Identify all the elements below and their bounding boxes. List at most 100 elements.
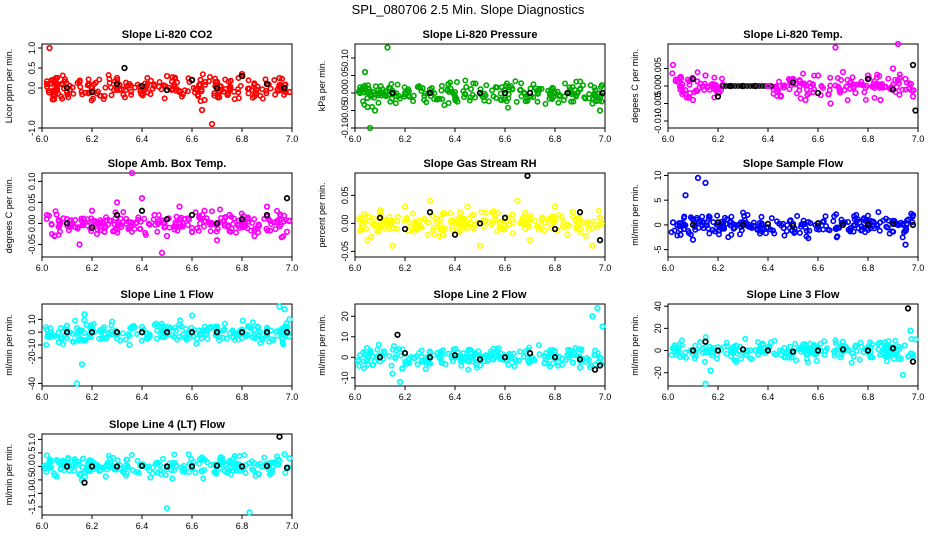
data-point [426, 209, 434, 216]
data-point [63, 329, 71, 336]
cloud-point [417, 84, 424, 91]
panel-1: Slope Li-820 CO2 6.0 6.2 6.4 6.6 6.8 7.0 -1.0 0.… [4, 29, 298, 144]
cloud-point [427, 93, 434, 100]
data-point [832, 44, 839, 51]
cloud-point [158, 324, 165, 331]
data-point [188, 211, 196, 219]
cloud-point [221, 320, 228, 327]
cloud-point [779, 220, 786, 227]
cloud-point [248, 458, 255, 465]
data-point [669, 61, 677, 69]
y-axis-label: ml/min per min. [4, 444, 14, 506]
data-point [476, 220, 484, 227]
cloud-point [579, 220, 586, 227]
data-point [63, 84, 71, 92]
cloud-point [833, 224, 840, 231]
data-point [101, 92, 108, 100]
cloud-point [262, 87, 269, 94]
cloud-point [361, 210, 368, 217]
cloud-point [230, 215, 237, 222]
cloud-point [43, 78, 50, 85]
cloud-point [178, 93, 185, 100]
data-point [188, 312, 196, 319]
data-point [51, 76, 58, 84]
x-tick-label: 6.4 [136, 263, 149, 273]
data-point [689, 236, 697, 243]
x-tick-label: 6.4 [449, 392, 462, 402]
cloud-point [682, 349, 689, 356]
cloud-point [141, 215, 148, 222]
cloud-point [202, 218, 209, 225]
y-tick-label: 10 [653, 170, 663, 180]
x-tick-label: 7.0 [599, 263, 612, 273]
data-point [263, 80, 271, 88]
cloud-point [545, 361, 552, 368]
cloud-point [472, 94, 479, 101]
cloud-point [770, 227, 777, 234]
x-tick-label: 6.0 [36, 134, 49, 144]
data-point [789, 350, 797, 358]
series-primary [669, 327, 919, 387]
cloud-point [275, 83, 282, 90]
data-point [401, 203, 409, 210]
data-point [163, 329, 171, 336]
cloud-point [437, 215, 444, 222]
x-tick-label: 6.2 [86, 134, 99, 144]
cloud-point [53, 211, 60, 218]
y-tick-label: -0.05 [340, 100, 350, 121]
cloud-point [59, 72, 66, 79]
x-tick-label: 7.0 [286, 134, 299, 144]
cloud-point [418, 87, 425, 94]
data-point [88, 207, 96, 214]
cloud-point [156, 78, 163, 85]
cloud-point [490, 93, 497, 100]
cloud-point [243, 333, 250, 340]
y-tick-label: -0.005 [653, 91, 663, 117]
data-point [464, 203, 471, 210]
cloud-point [786, 86, 793, 93]
data-point [379, 86, 386, 93]
cloud-point [134, 457, 141, 464]
data-point [76, 471, 83, 478]
cloud-point [85, 334, 92, 341]
cloud-point [508, 215, 515, 222]
cloud-point [172, 223, 179, 230]
x-tick-label: 6.4 [449, 134, 462, 144]
cloud-point [770, 86, 777, 93]
y-axis-label: ml/min per min. [317, 314, 327, 376]
cloud-point [512, 78, 519, 85]
cloud-point [208, 220, 215, 227]
x-tick-label: 6.0 [349, 392, 362, 402]
cloud-point [695, 218, 702, 225]
cloud-point [902, 227, 909, 234]
data-point [138, 82, 146, 90]
cloud-point [591, 351, 598, 358]
cloud-point [203, 326, 210, 333]
series-reference [376, 331, 604, 373]
data-point [176, 88, 183, 96]
cloud-point [779, 348, 786, 355]
cloud-point [488, 356, 495, 363]
cloud-point [69, 338, 76, 345]
cloud-point [447, 210, 454, 217]
data-point [739, 346, 747, 353]
y-tick-label: 0.5 [27, 62, 37, 75]
cloud-point [754, 339, 761, 346]
data-point [864, 72, 872, 79]
cloud-point [111, 221, 118, 228]
cloud-point [281, 81, 288, 88]
cloud-point [832, 337, 839, 344]
data-point [263, 211, 271, 219]
data-point [702, 338, 709, 345]
x-tick-label: 6.2 [86, 263, 99, 273]
cloud-point [195, 227, 202, 234]
data-point [501, 225, 509, 233]
cloud-point [759, 221, 766, 228]
cloud-point [834, 346, 841, 353]
cloud-point [397, 352, 404, 359]
data-point [889, 220, 897, 228]
cloud-point [468, 86, 475, 93]
data-point [451, 220, 459, 227]
data-point [526, 93, 534, 100]
cloud-point [759, 340, 766, 347]
